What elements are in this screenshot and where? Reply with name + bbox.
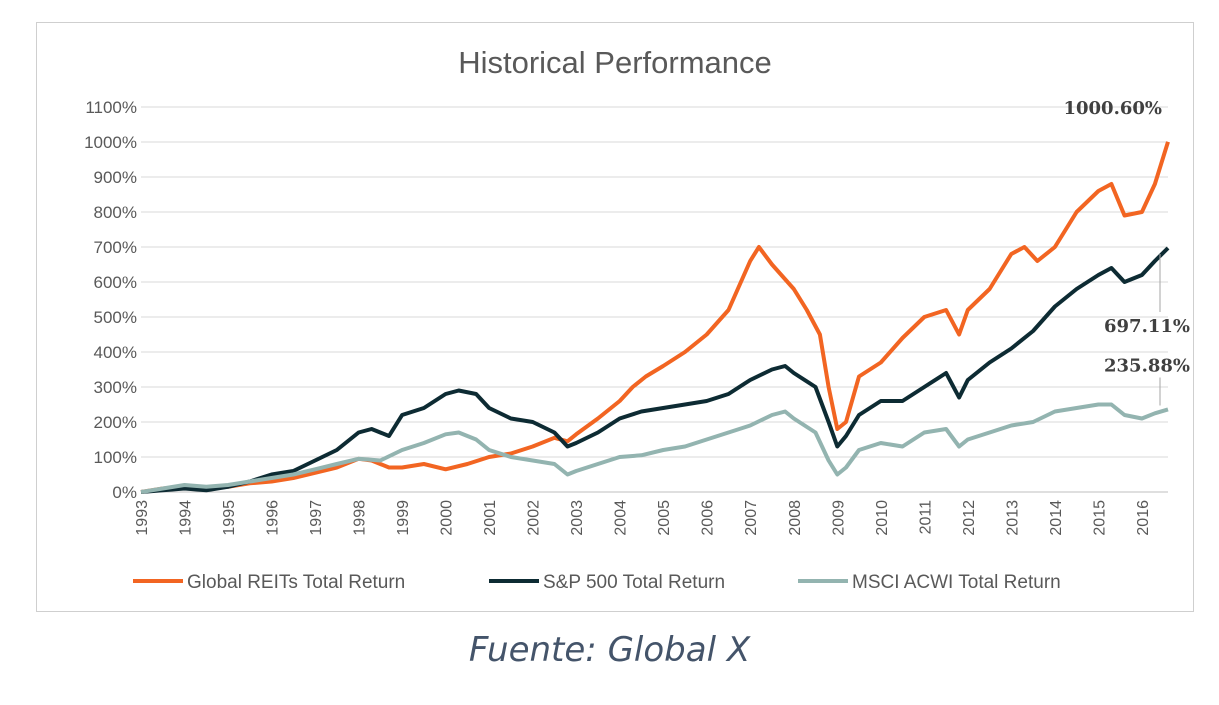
x-tick-label: 2012 [961, 500, 978, 536]
legend: Global REITs Total Return S&P 500 Total R… [133, 572, 1061, 593]
y-tick-label: 500% [94, 308, 137, 327]
y-tick-label: 900% [94, 168, 137, 187]
series-line-2 [140, 402, 1169, 494]
x-tick-label: 2004 [613, 500, 630, 536]
y-tick-label: 400% [94, 343, 137, 362]
y-tick-label: 700% [94, 238, 137, 257]
x-tick-label: 2013 [1004, 500, 1021, 536]
annotation-label: 697.11% [1104, 316, 1190, 337]
x-tick-label: 1997 [308, 500, 325, 536]
source-caption: Fuente: Global X [468, 630, 751, 670]
y-tick-label: 200% [94, 413, 137, 432]
annotation-label: 1000.60% [1063, 98, 1162, 119]
x-tick-label: 2011 [917, 500, 934, 535]
chart-title: Historical Performance [458, 45, 772, 80]
y-tick-label: 0% [112, 483, 137, 502]
y-tick-label: 1100% [85, 98, 137, 117]
x-tick-label: 2000 [439, 500, 456, 536]
x-tick-label: 1993 [134, 500, 151, 536]
x-tick-label: 1998 [352, 500, 369, 536]
x-tick-label: 2016 [1135, 500, 1152, 536]
x-tick-label: 1994 [178, 500, 195, 536]
x-tick-label: 2008 [787, 500, 804, 536]
x-tick-label: 2006 [700, 500, 717, 536]
legend-label: S&P 500 Total Return [543, 572, 725, 593]
x-axis-ticks: 1993 1994 1995 1996 1997 1998 1999 2000 2001 2002… [134, 500, 1152, 536]
x-tick-label: 2001 [482, 500, 499, 536]
x-tick-label: 1996 [265, 500, 282, 536]
annotation-label: 235.88% [1104, 355, 1190, 376]
legend-label: MSCI ACWI Total Return [852, 572, 1061, 593]
y-tick-label: 100% [94, 448, 137, 467]
y-tick-label: 800% [94, 203, 137, 222]
end-value-annotations: 1000.60% 697.11% 235.88% [1063, 98, 1190, 406]
x-tick-label: 2003 [569, 500, 586, 536]
x-tick-label: 2002 [526, 500, 543, 536]
y-tick-label: 300% [94, 378, 137, 397]
y-tick-label: 600% [94, 273, 137, 292]
x-tick-label: 1999 [395, 500, 412, 536]
series-line-1 [140, 246, 1170, 494]
gridlines [141, 106, 1168, 493]
chart-frame: Historical Performance 0% 100% 200% 300% 400… [36, 22, 1194, 612]
historical-performance-chart: Historical Performance 0% 100% 200% 300% 400… [84, 45, 1190, 593]
x-tick-label: 1995 [221, 500, 238, 536]
x-tick-label: 2005 [656, 500, 673, 536]
x-tick-label: 2014 [1048, 500, 1065, 536]
x-tick-label: 2010 [874, 500, 891, 536]
y-axis-ticks: 0% 100% 200% 300% 400% 500% 600% 700% 800% 900% 10… [84, 98, 137, 502]
x-tick-label: 2007 [743, 500, 760, 536]
y-tick-label: 1000% [84, 133, 137, 152]
series-lines [140, 141, 1170, 494]
x-tick-label: 2015 [1091, 500, 1108, 536]
legend-label: Global REITs Total Return [187, 572, 405, 593]
x-tick-label: 2009 [830, 500, 847, 536]
